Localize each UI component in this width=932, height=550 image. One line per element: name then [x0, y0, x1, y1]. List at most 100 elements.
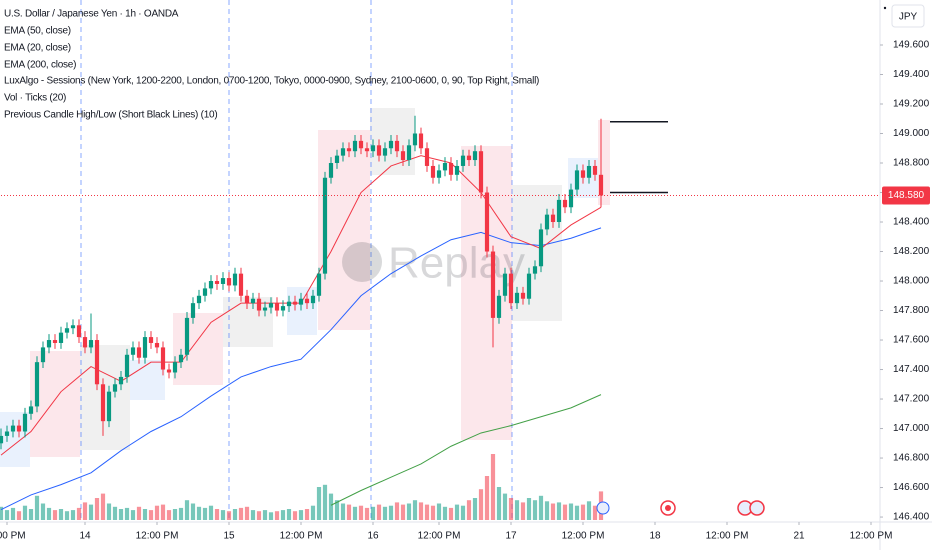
- volume-bar: [172, 509, 178, 520]
- candle-body: [148, 337, 154, 343]
- volume-bar: [112, 506, 118, 520]
- x-tick-label: 15: [223, 531, 235, 542]
- volume-bar: [580, 504, 586, 520]
- candle-body: [154, 342, 160, 348]
- candle-body: [502, 273, 508, 296]
- volume-bar: [556, 502, 562, 520]
- candle-body: [388, 140, 394, 149]
- overlays: [1, 120, 880, 196]
- volume-bar: [502, 493, 508, 520]
- candle-body: [112, 384, 118, 392]
- volume-bar: [568, 503, 574, 520]
- volume-bar: [214, 509, 220, 520]
- last-price-label: 148.580: [888, 190, 925, 201]
- volume-bar: [70, 510, 76, 520]
- volume-bar: [196, 506, 202, 520]
- session-box: [130, 360, 165, 400]
- menu-dot: [883, 6, 887, 10]
- candle-body: [424, 148, 430, 166]
- volume-bar: [328, 493, 334, 520]
- volume-bar: [178, 507, 184, 520]
- volume-bar: [550, 503, 556, 520]
- volume-bar: [334, 500, 340, 520]
- volume-bar: [496, 487, 502, 520]
- volume-bar: [238, 507, 244, 520]
- candle-body: [562, 199, 568, 208]
- currency-label[interactable]: JPY: [899, 12, 918, 23]
- candle-body: [298, 298, 304, 305]
- currency-button[interactable]: [891, 4, 925, 28]
- volume-bar: [100, 493, 106, 520]
- volume-bar: [418, 502, 424, 520]
- event-icon[interactable]: [749, 500, 765, 516]
- candle-body: [394, 140, 400, 152]
- volume-bar: [472, 498, 478, 520]
- candle-body: [412, 133, 418, 146]
- candle-body: [190, 303, 196, 318]
- candle-body: [346, 148, 352, 152]
- candle-body: [310, 295, 316, 304]
- candle-body: [244, 295, 250, 304]
- volume-bar: [412, 500, 418, 520]
- volume-bar: [58, 509, 64, 520]
- candle-body: [34, 362, 40, 407]
- candle-body: [124, 354, 130, 377]
- candle-body: [82, 337, 88, 348]
- candle-body: [16, 425, 22, 432]
- candle-body: [40, 347, 46, 363]
- volume-bar: [478, 489, 484, 520]
- candle-body: [304, 298, 310, 304]
- candle-body: [382, 148, 388, 156]
- volume-bar: [280, 510, 286, 520]
- candle-body: [208, 281, 214, 289]
- volume-pane: [0, 454, 604, 520]
- candle-body: [52, 340, 58, 343]
- volume-bar: [388, 505, 394, 520]
- volume-bar: [232, 509, 238, 520]
- volume-bar: [520, 502, 526, 520]
- volume-bar: [88, 504, 94, 520]
- volume-bar: [226, 511, 232, 520]
- candle-body: [184, 317, 190, 355]
- volume-bar: [52, 510, 58, 520]
- candle-body: [328, 163, 334, 178]
- candle-body: [508, 273, 514, 304]
- candle-body: [538, 229, 544, 267]
- candle-body: [532, 266, 538, 274]
- volume-bar: [106, 503, 112, 520]
- candle-body: [430, 165, 436, 178]
- volume-bar: [562, 504, 568, 520]
- volume-bar: [526, 498, 532, 520]
- candle-body: [100, 384, 106, 422]
- volume-bar: [592, 505, 598, 520]
- candle-body: [160, 347, 166, 370]
- candle-body: [574, 170, 580, 190]
- volume-bar: [16, 511, 22, 520]
- candle-body: [520, 292, 526, 299]
- candle-body: [352, 140, 358, 152]
- y-tick-label: 147.800: [893, 305, 930, 316]
- y-tick-label: 149.400: [893, 69, 930, 80]
- candle-body: [580, 170, 586, 178]
- y-tick-label: 146.800: [893, 453, 930, 464]
- event-icon[interactable]: [596, 501, 610, 515]
- volume-bar: [274, 511, 280, 520]
- volume-bar: [430, 505, 436, 520]
- session-box: [287, 287, 317, 335]
- volume-bar: [484, 476, 490, 520]
- candle-body: [142, 337, 148, 358]
- volume-bar: [460, 505, 466, 520]
- legend-item: Previous Candle High/Low (Short Black Li…: [4, 110, 217, 121]
- watermark-text: Replay: [388, 239, 525, 288]
- candles: [0, 115, 604, 450]
- candle-body: [118, 376, 124, 385]
- volume-bar: [142, 509, 148, 520]
- volume-bar: [82, 502, 88, 520]
- candle-body: [0, 435, 4, 444]
- candle-body: [64, 328, 70, 333]
- volume-bar: [28, 509, 34, 520]
- candle-body: [70, 325, 76, 329]
- volume-bar: [262, 510, 268, 520]
- candle-body: [88, 340, 94, 348]
- volume-bar: [160, 504, 166, 520]
